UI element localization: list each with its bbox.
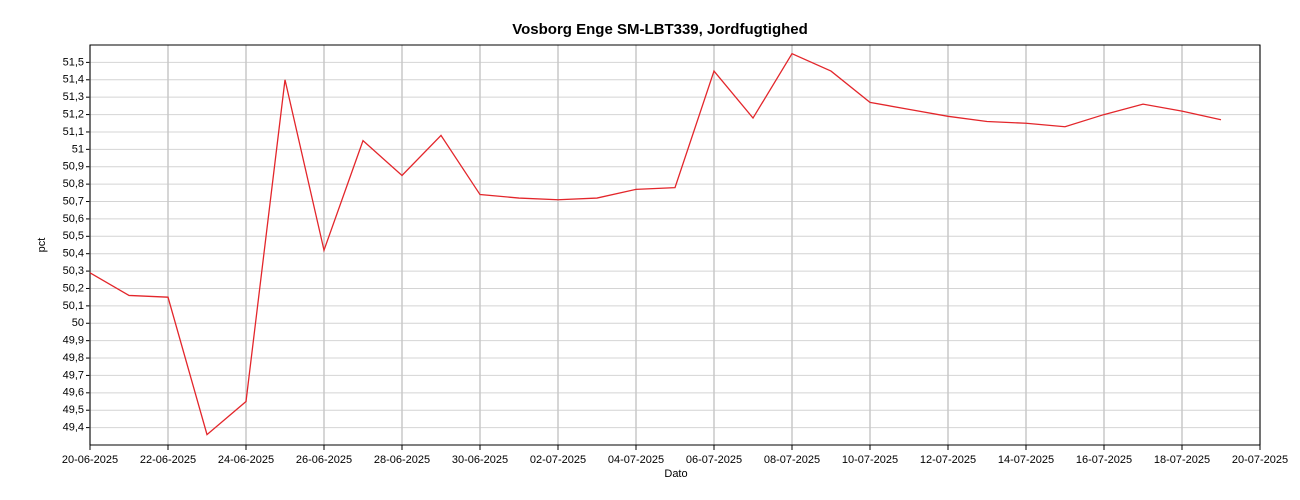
x-tick-label: 14-07-2025	[998, 454, 1054, 466]
y-tick-label: 51,1	[63, 126, 84, 138]
y-tick-label: 50,7	[63, 195, 84, 207]
y-tick-label: 49,7	[63, 369, 84, 381]
y-tick-label: 51,2	[63, 108, 84, 120]
y-tick-label: 50,2	[63, 282, 84, 294]
x-tick-label: 08-07-2025	[764, 454, 820, 466]
x-tick-label: 24-06-2025	[218, 454, 274, 466]
y-tick-label: 51,3	[63, 91, 84, 103]
y-tick-label: 51	[72, 143, 84, 155]
y-tick-label: 50,8	[63, 178, 84, 190]
y-tick-label: 51,4	[63, 74, 84, 86]
y-tick-label: 50,1	[63, 300, 84, 312]
chart-title: Vosborg Enge SM-LBT339, Jordfugtighed	[512, 21, 808, 38]
y-tick-label: 51,5	[63, 56, 84, 68]
y-tick-label: 49,4	[63, 422, 84, 434]
x-tick-label: 12-07-2025	[920, 454, 976, 466]
x-tick-label: 26-06-2025	[296, 454, 352, 466]
y-tick-label: 50	[72, 317, 84, 329]
x-tick-label: 06-07-2025	[686, 454, 742, 466]
y-tick-label: 50,9	[63, 161, 84, 173]
plot-frame	[89, 44, 1261, 446]
x-tick-label: 16-07-2025	[1076, 454, 1132, 466]
x-axis-label: Dato	[664, 468, 687, 480]
x-tick-label: 18-07-2025	[1154, 454, 1210, 466]
x-tick-label: 28-06-2025	[374, 454, 430, 466]
x-tick-label: 20-07-2025	[1232, 454, 1288, 466]
y-tick-label: 50,6	[63, 213, 84, 225]
y-tick-label: 49,6	[63, 387, 84, 399]
x-tick-label: 04-07-2025	[608, 454, 664, 466]
data-line	[89, 52, 1222, 436]
y-tick-label: 49,8	[63, 352, 84, 364]
x-tick-label: 30-06-2025	[452, 454, 508, 466]
x-tick-label: 20-06-2025	[62, 454, 118, 466]
x-tick-label: 22-06-2025	[140, 454, 196, 466]
x-tick-label: 02-07-2025	[530, 454, 586, 466]
y-axis-label: pct	[36, 238, 48, 253]
y-tick-label: 50,3	[63, 265, 84, 277]
y-tick-label: 49,9	[63, 335, 84, 347]
y-tick-label: 50,4	[63, 248, 84, 260]
y-tick-label: 49,5	[63, 404, 84, 416]
x-tick-label: 10-07-2025	[842, 454, 898, 466]
y-tick-label: 50,5	[63, 230, 84, 242]
